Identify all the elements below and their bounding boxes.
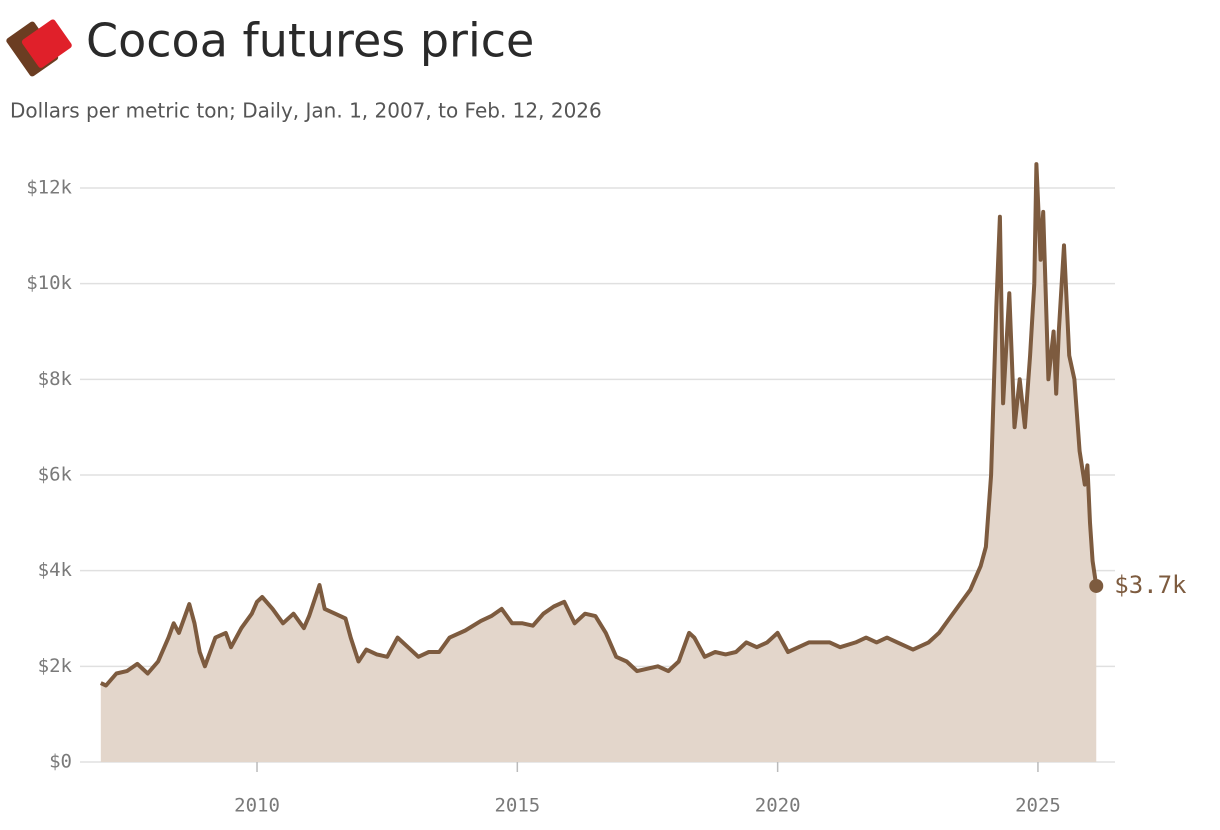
end-label: $3.7k xyxy=(1114,571,1187,599)
x-tick-label: 2015 xyxy=(494,795,540,817)
y-tick-label: $0 xyxy=(49,751,72,773)
y-tick-label: $4k xyxy=(38,559,73,581)
y-tick-label: $2k xyxy=(38,655,73,677)
x-tick-label: 2010 xyxy=(234,795,280,817)
y-tick-label: $10k xyxy=(26,272,72,294)
x-tick-label: 2025 xyxy=(1015,795,1061,817)
x-tick-label: 2020 xyxy=(755,795,801,817)
chart-title: Cocoa futures price xyxy=(86,14,534,68)
line xyxy=(99,162,1099,688)
y-tick-label: $8k xyxy=(38,368,73,390)
chocolate-icon xyxy=(6,19,72,77)
end-dot xyxy=(1089,578,1104,593)
chart-subtitle: Dollars per metric ton; Daily, Jan. 1, 2… xyxy=(10,99,602,123)
area xyxy=(100,164,1097,763)
y-tick-label: $6k xyxy=(38,464,73,486)
y-tick-label: $12k xyxy=(26,177,72,199)
